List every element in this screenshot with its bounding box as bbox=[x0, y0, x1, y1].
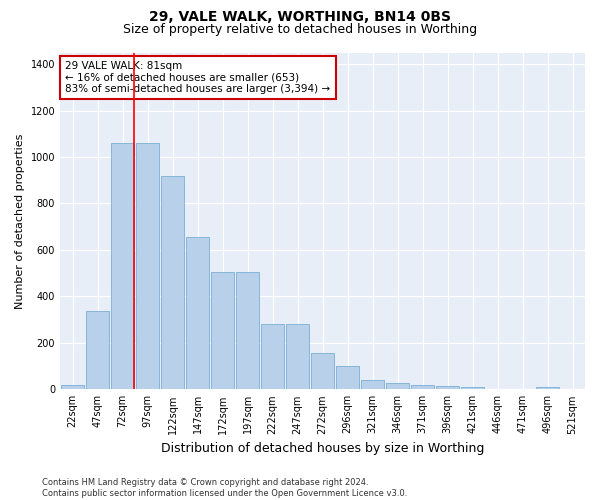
Bar bbox=[461, 387, 484, 390]
Bar bbox=[261, 324, 284, 390]
Bar bbox=[61, 384, 84, 390]
Bar bbox=[136, 143, 159, 390]
Text: 29, VALE WALK, WORTHING, BN14 0BS: 29, VALE WALK, WORTHING, BN14 0BS bbox=[149, 10, 451, 24]
Bar bbox=[286, 324, 309, 390]
Bar bbox=[86, 312, 109, 390]
Bar bbox=[536, 387, 559, 390]
Bar bbox=[111, 143, 134, 390]
Bar bbox=[336, 366, 359, 390]
Bar bbox=[361, 380, 384, 390]
Text: Size of property relative to detached houses in Worthing: Size of property relative to detached ho… bbox=[123, 22, 477, 36]
Bar bbox=[161, 176, 184, 390]
Text: 29 VALE WALK: 81sqm
← 16% of detached houses are smaller (653)
83% of semi-detac: 29 VALE WALK: 81sqm ← 16% of detached ho… bbox=[65, 61, 331, 94]
Bar bbox=[311, 354, 334, 390]
Bar bbox=[411, 384, 434, 390]
Y-axis label: Number of detached properties: Number of detached properties bbox=[15, 133, 25, 308]
Bar bbox=[436, 386, 459, 390]
Bar bbox=[386, 384, 409, 390]
X-axis label: Distribution of detached houses by size in Worthing: Distribution of detached houses by size … bbox=[161, 442, 484, 455]
Text: Contains HM Land Registry data © Crown copyright and database right 2024.
Contai: Contains HM Land Registry data © Crown c… bbox=[42, 478, 407, 498]
Bar bbox=[211, 272, 234, 390]
Bar bbox=[186, 237, 209, 390]
Bar bbox=[236, 272, 259, 390]
